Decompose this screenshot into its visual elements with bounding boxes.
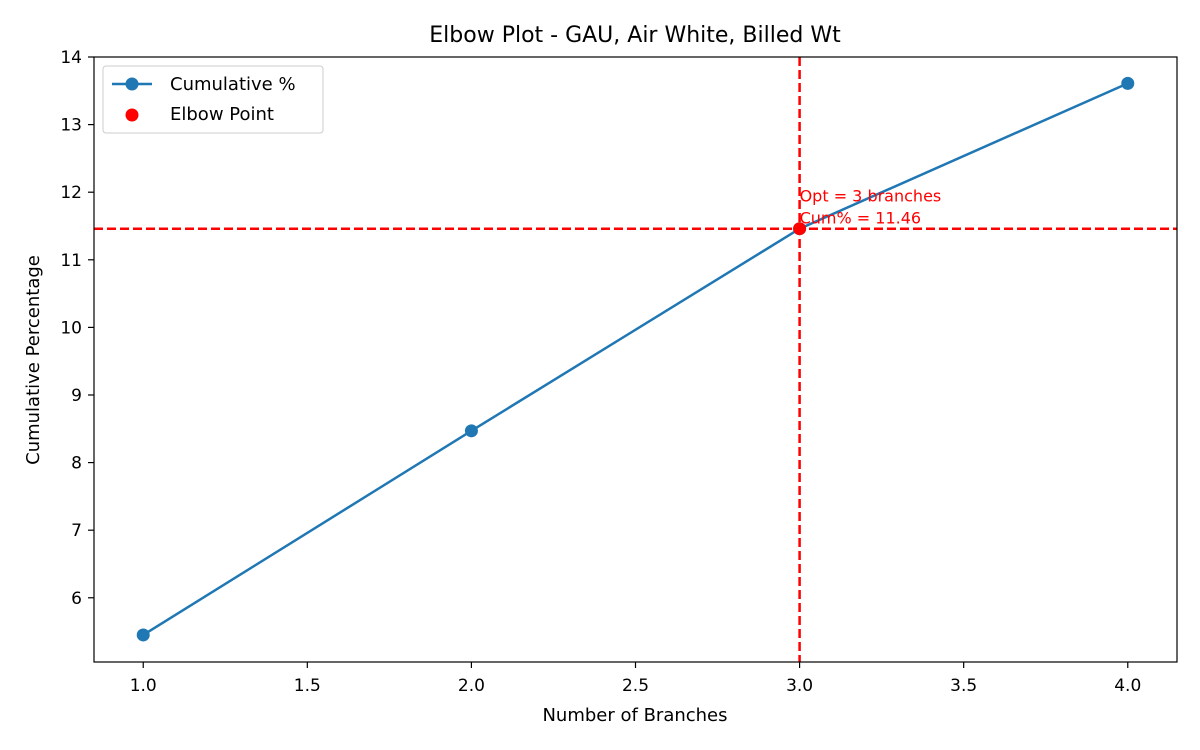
legend-circle-marker — [125, 77, 139, 91]
y-axis-ticks: 6 7 8 9 10 11 12 13 14 — [60, 48, 94, 609]
series-layer — [136, 76, 1135, 642]
x-tick-label: 1.0 — [130, 676, 157, 696]
data-point — [1121, 76, 1135, 90]
y-axis-title: Cumulative Percentage — [23, 255, 44, 465]
plot-area-frame — [93, 56, 1178, 663]
x-tick-label: 2.0 — [458, 676, 485, 696]
x-tick-label: 2.5 — [622, 676, 649, 696]
elbow-reference-lines — [94, 57, 1177, 662]
y-tick-label: 10 — [60, 318, 82, 338]
x-tick-label: 3.0 — [786, 676, 813, 696]
y-tick-label: 6 — [71, 589, 82, 609]
y-tick-label: 7 — [71, 521, 82, 541]
y-tick-label: 11 — [60, 251, 82, 271]
legend-label-elbow: Elbow Point — [170, 104, 274, 125]
annotation-line-2: Cum% = 11.46 — [800, 209, 921, 228]
x-tick-label: 1.5 — [294, 676, 321, 696]
y-tick-label: 14 — [60, 48, 82, 68]
y-tick-label: 12 — [60, 183, 82, 203]
legend-label-cumulative: Cumulative % — [170, 74, 296, 95]
elbow-point — [793, 222, 807, 236]
legend-frame — [102, 65, 324, 134]
chart-title: Elbow Plot - GAU, Air White, Billed Wt — [429, 23, 841, 48]
y-tick-label: 8 — [71, 454, 82, 474]
x-tick-label: 3.5 — [950, 676, 977, 696]
y-tick-label: 13 — [60, 116, 82, 136]
annotation: Opt = 3 branches Cum% = 11.46 — [800, 187, 942, 228]
legend-elbow-marker — [125, 108, 139, 122]
data-point — [136, 628, 150, 642]
elbow-layer — [793, 222, 807, 236]
legend: Cumulative % Elbow Point — [102, 65, 324, 134]
y-tick-label: 9 — [71, 386, 82, 406]
series-line-cumulative — [142, 82, 1129, 637]
x-axis-ticks: 1.0 1.5 2.0 2.5 3.0 3.5 4.0 — [130, 662, 1141, 696]
data-point — [464, 424, 478, 438]
annotation-line-1: Opt = 3 branches — [800, 187, 942, 206]
x-axis-title: Number of Branches — [542, 705, 727, 726]
x-tick-label: 4.0 — [1114, 676, 1141, 696]
